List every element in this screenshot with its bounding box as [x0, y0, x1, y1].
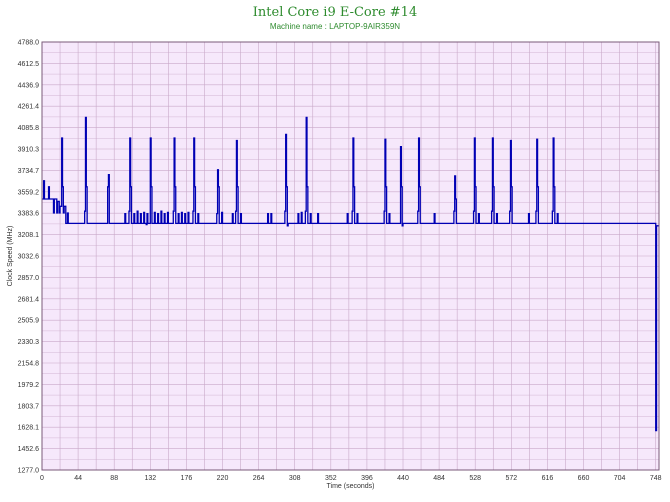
- x-tick-label: 352: [325, 475, 337, 482]
- y-tick-label: 3383.6: [18, 211, 40, 218]
- y-tick-label: 3208.1: [18, 232, 40, 239]
- y-tick-label: 2505.9: [18, 318, 40, 325]
- y-tick-label: 2857.0: [18, 275, 40, 282]
- x-tick-label: 528: [469, 475, 481, 482]
- plot-frame: [41, 41, 660, 471]
- x-tick-label: 0: [40, 475, 44, 482]
- grid: [41, 41, 659, 471]
- x-tick-label: 220: [217, 475, 229, 482]
- y-tick-label: 1628.1: [18, 425, 40, 432]
- y-tick-label: 1452.6: [18, 446, 40, 453]
- y-tick-label: 4261.4: [18, 104, 40, 111]
- x-axis-label: Time (seconds): [327, 483, 375, 490]
- y-tick-label: 1277.0: [18, 468, 40, 475]
- x-tick-label: 616: [542, 475, 554, 482]
- y-tick-label: 1803.7: [18, 403, 40, 410]
- y-tick-label: 4788.0: [18, 40, 40, 47]
- x-tick-label: 572: [505, 475, 517, 482]
- x-tick-label: 176: [181, 475, 193, 482]
- y-tick-label: 3032.6: [18, 253, 40, 260]
- y-tick-label: 2330.3: [18, 339, 40, 346]
- x-tick-label: 264: [253, 475, 265, 482]
- x-tick-label: 660: [578, 475, 590, 482]
- y-tick-label: 3910.3: [18, 146, 40, 153]
- chart-subtitle: Machine name : LAPTOP-9AIR359N: [269, 22, 401, 31]
- x-tick-label: 704: [614, 475, 626, 482]
- x-tick-label: 396: [361, 475, 373, 482]
- x-tick-label: 88: [110, 475, 118, 482]
- x-tick-label: 748: [650, 475, 662, 482]
- y-tick-label: 2154.8: [18, 360, 40, 367]
- x-axis-ticks: 0 44 88 132 176 220 264 308 352 396 440 484 528 572 61…: [40, 475, 662, 482]
- y-tick-label: 4085.8: [18, 125, 40, 132]
- y-axis-ticks: 1277.0 1452.6 1628.1 1803.7 1979.2 2154.8 2330…: [18, 40, 40, 475]
- y-tick-label: 4612.5: [18, 61, 40, 68]
- y-tick-label: 3734.7: [18, 168, 40, 175]
- y-tick-label: 4436.9: [18, 82, 40, 89]
- chart-title: Intel Core i9 E-Core #14: [252, 5, 418, 20]
- series-line-clock-speed: [42, 116, 659, 432]
- x-tick-label: 308: [289, 475, 301, 482]
- x-tick-label: 132: [144, 475, 156, 482]
- y-tick-label: 3559.2: [18, 189, 40, 196]
- y-tick-label: 2681.4: [18, 296, 40, 303]
- x-tick-label: 484: [433, 475, 445, 482]
- y-tick-label: 1979.2: [18, 382, 40, 389]
- x-tick-label: 440: [397, 475, 409, 482]
- y-axis-label: Clock Speed (MHz): [7, 226, 14, 287]
- x-tick-label: 44: [74, 475, 82, 482]
